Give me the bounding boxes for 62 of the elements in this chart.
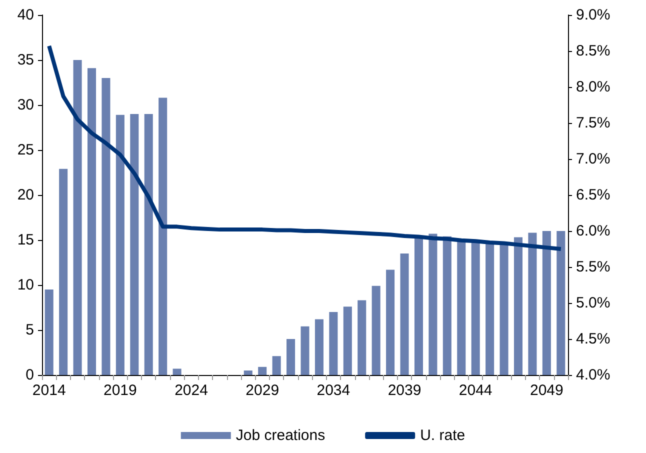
bar (314, 319, 324, 375)
legend-label: U. rate (420, 427, 466, 444)
bar (428, 234, 438, 375)
y2-tick-label: 6.0% (576, 222, 610, 240)
y2-tick-label: 8.0% (576, 78, 610, 96)
bar (471, 242, 480, 375)
bar (244, 370, 252, 375)
y-tick-label: 0 (26, 366, 34, 384)
bar (130, 114, 139, 375)
bar (300, 326, 310, 375)
x-tick-label: 2019 (104, 382, 137, 399)
y-tick-label: 35 (17, 52, 34, 68)
bar (556, 231, 566, 375)
x-tick-label: 2014 (32, 382, 66, 399)
y-tick-label: 5 (26, 322, 34, 338)
x-tick-label: 2039 (388, 382, 422, 399)
bar (102, 78, 110, 375)
bar (329, 312, 338, 375)
bar (386, 270, 395, 375)
bar (59, 168, 68, 375)
y2-tick-label: 8.5% (576, 42, 610, 60)
y2-tick-label: 9.0% (576, 6, 610, 24)
bar (414, 238, 423, 375)
y-tick-label: 10 (17, 276, 34, 294)
bar (343, 306, 352, 375)
bar (258, 366, 267, 375)
bar (514, 237, 523, 375)
y2-tick-label: 4.0% (576, 366, 610, 384)
bar (272, 356, 281, 375)
y2-tick-label: 6.5% (576, 186, 610, 204)
bar (457, 240, 466, 375)
y2-tick-label: 7.0% (576, 150, 610, 168)
y-tick-label: 25 (17, 142, 34, 158)
y2-tick-label: 7.5% (576, 114, 610, 132)
bar (528, 232, 537, 375)
bar (172, 368, 182, 375)
bar (400, 254, 409, 375)
bar (73, 60, 82, 375)
x-tick-label: 2024 (174, 382, 208, 399)
y-tick-label: 40 (17, 6, 34, 24)
y2-tick-label: 4.5% (576, 330, 610, 348)
y-tick-label: 30 (17, 96, 34, 114)
y2-tick-label: 5.0% (576, 294, 610, 312)
x-tick-label: 2029 (246, 382, 280, 399)
y-tick-label: 15 (17, 232, 34, 248)
line-series (47, 44, 563, 251)
bar (87, 68, 96, 375)
bar (158, 98, 168, 375)
bar (358, 300, 366, 375)
bar (442, 236, 452, 375)
bar (144, 114, 153, 375)
bar (372, 286, 380, 375)
y-tick-label: 20 (17, 186, 34, 204)
y2-tick-label: 5.5% (576, 258, 610, 276)
bar (542, 231, 551, 375)
x-tick-label: 2034 (316, 382, 350, 399)
legend-label: Job creations (236, 427, 326, 444)
bar (286, 339, 296, 375)
x-tick-label: 2049 (530, 382, 564, 399)
bar (116, 114, 124, 375)
bar (44, 290, 54, 375)
x-tick-label: 2044 (458, 382, 492, 399)
